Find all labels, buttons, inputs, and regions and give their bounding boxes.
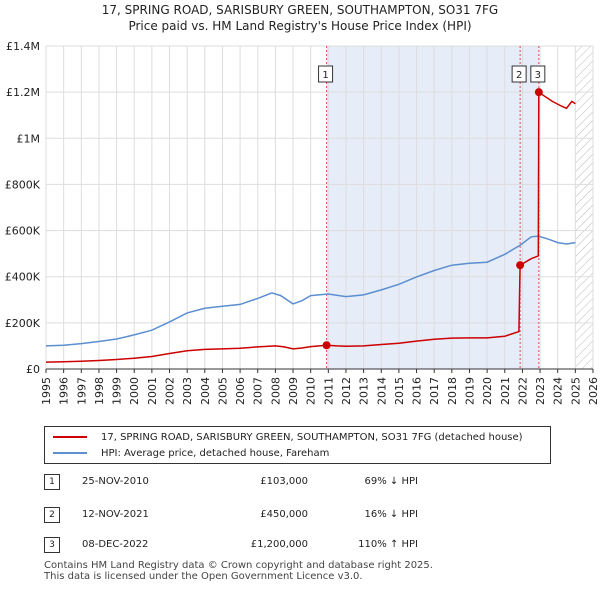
x-tick-label: 2019 <box>463 377 476 405</box>
y-tick-label: £0 <box>26 363 40 376</box>
transaction-date: 08-DEC-2022 <box>82 539 149 550</box>
x-tick-label: 2018 <box>446 377 459 405</box>
transaction-number-badge: 3 <box>44 537 60 553</box>
property-price-line <box>45 90 576 363</box>
y-tick-label: £1.4M <box>6 40 40 53</box>
transaction-row: 3 08-DEC-2022 £1,200,000 110% ↑ HPI <box>44 537 464 553</box>
sale-1-point <box>322 341 331 350</box>
x-tick-label: 2011 <box>322 377 335 405</box>
sale-3-label-box <box>530 65 546 83</box>
legend-item-property: 17, SPRING ROAD, SARISBURY GREEN, SOUTHA… <box>53 429 523 445</box>
x-tick-label: 2002 <box>164 377 177 405</box>
x-tick-label: 2020 <box>481 377 494 405</box>
price-chart: 1 2 3 £0 £200K £400K £600K £800K £1M £1.2M £1.4M 1… <box>5 40 600 405</box>
transaction-price: £450,000 <box>260 509 308 520</box>
transaction-hpi-change: 16% ↓ HPI <box>364 509 418 520</box>
x-tick-label: 2007 <box>252 377 265 405</box>
sale-3-label: 3 <box>535 70 541 81</box>
forecast-hatch-area <box>575 46 593 369</box>
x-tick-label: 2016 <box>411 377 424 405</box>
footer-attribution: Contains HM Land Registry data © Crown c… <box>44 560 433 582</box>
x-tick-label: 2005 <box>216 377 229 405</box>
transaction-row: 2 12-NOV-2021 £450,000 16% ↓ HPI <box>44 507 464 523</box>
x-tick-label: 1997 <box>75 377 88 405</box>
x-tick-label: 2017 <box>428 377 441 405</box>
legend-swatch-property <box>53 436 87 438</box>
x-tick-label: 2024 <box>552 377 565 405</box>
y-tick-label: £400K <box>5 271 41 284</box>
x-tick-label: 2014 <box>375 377 388 405</box>
footer-line-copyright: Contains HM Land Registry data © Crown c… <box>44 560 433 571</box>
x-tick-label: 2022 <box>516 377 529 405</box>
sale-3-point <box>534 88 543 97</box>
y-tick-label: £600K <box>5 225 41 238</box>
sale-2-label: 2 <box>516 70 522 81</box>
legend-label-property: 17, SPRING ROAD, SARISBURY GREEN, SOUTHA… <box>101 431 523 443</box>
x-tick-label: 1995 <box>40 377 53 405</box>
x-tick-label: 2023 <box>534 377 547 405</box>
x-tick-label: 2000 <box>128 377 141 405</box>
x-tick-label: 2015 <box>393 377 406 405</box>
footer-line-licence: This data is licensed under the Open Gov… <box>44 571 363 582</box>
x-tick-label: 1998 <box>93 377 106 405</box>
x-tick-label: 2010 <box>305 377 318 405</box>
hpi-line <box>45 235 576 347</box>
transaction-date: 25-NOV-2010 <box>82 476 149 487</box>
legend-item-hpi: HPI: Average price, detached house, Fare… <box>53 445 329 461</box>
x-tick-label: 2026 <box>587 377 600 405</box>
transaction-date: 12-NOV-2021 <box>82 509 149 520</box>
y-tick-label: £800K <box>5 178 41 191</box>
x-tick-label: 2008 <box>269 377 282 405</box>
x-tick-label: 2021 <box>499 377 512 405</box>
sale-2-label-box <box>511 65 527 83</box>
y-tick-label: £200K <box>5 317 41 330</box>
x-tick-label: 2006 <box>234 377 247 405</box>
legend-swatch-hpi <box>53 452 87 454</box>
x-tick-label: 1999 <box>111 377 124 405</box>
transaction-number-badge: 2 <box>44 507 60 523</box>
x-tick-label: 2004 <box>199 377 212 405</box>
sale-1-label: 1 <box>322 70 328 81</box>
x-tick-label: 2013 <box>358 377 371 405</box>
x-tick-label: 2025 <box>569 377 582 405</box>
transaction-price: £103,000 <box>260 476 308 487</box>
legend-label-hpi: HPI: Average price, detached house, Fare… <box>101 447 330 459</box>
x-tick-label: 2012 <box>340 377 353 405</box>
transaction-hpi-change: 69% ↓ HPI <box>364 476 418 487</box>
x-tick-label: 1996 <box>58 377 71 405</box>
x-tick-label: 2009 <box>287 377 300 405</box>
transaction-number-badge: 1 <box>44 474 60 490</box>
chart-legend: 17, SPRING ROAD, SARISBURY GREEN, SOUTHA… <box>44 426 551 464</box>
sale-2-point <box>516 261 525 270</box>
y-tick-label: £1M <box>17 132 41 145</box>
ownership-shaded-range <box>326 46 539 369</box>
sale-1-label-box <box>318 65 334 83</box>
transaction-price: £1,200,000 <box>250 539 308 550</box>
chart-title: 17, SPRING ROAD, SARISBURY GREEN, SOUTHA… <box>101 3 499 17</box>
transaction-hpi-change: 110% ↑ HPI <box>358 539 418 550</box>
y-tick-label: £1.2M <box>6 86 40 99</box>
chart-subtitle: Price paid vs. HM Land Registry's House … <box>128 19 472 33</box>
x-tick-label: 2001 <box>146 377 159 405</box>
x-tick-label: 2003 <box>181 377 194 405</box>
transaction-row: 1 25-NOV-2010 £103,000 69% ↓ HPI <box>44 474 464 490</box>
